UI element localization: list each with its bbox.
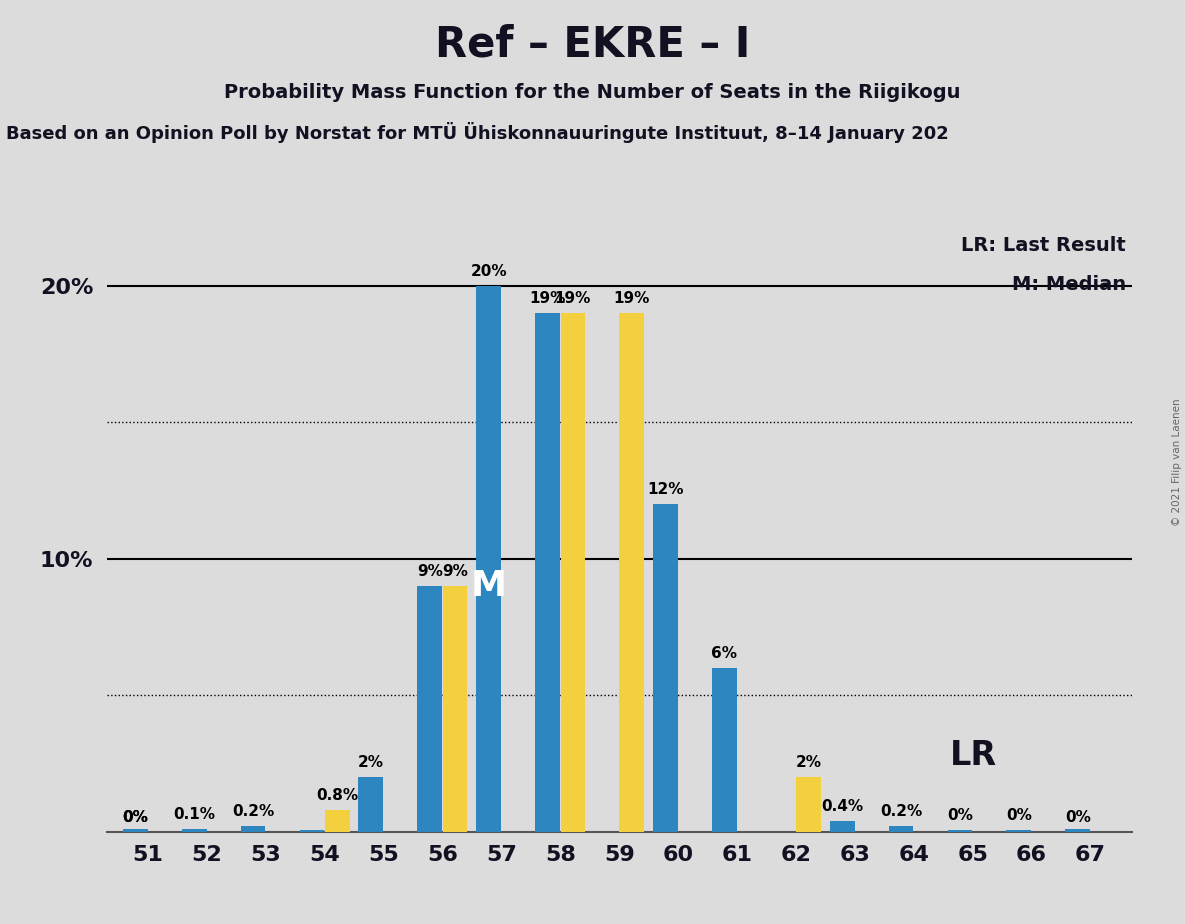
Bar	[1065, 830, 1090, 832]
Bar	[712, 668, 737, 832]
Text: LR: LR	[950, 738, 997, 772]
Bar	[417, 586, 442, 832]
Bar	[123, 830, 148, 832]
Text: 19%: 19%	[555, 291, 591, 306]
Text: M: Median: M: Median	[1012, 274, 1126, 294]
Bar	[889, 826, 914, 832]
Text: 2%: 2%	[795, 755, 821, 771]
Bar	[241, 826, 265, 832]
Bar	[359, 777, 383, 832]
Text: Based on an Opinion Poll by Norstat for MTÜ Ühiskonnauuringute Instituut, 8–14 J: Based on an Opinion Poll by Norstat for …	[6, 122, 949, 143]
Text: 9%: 9%	[442, 564, 468, 579]
Text: LR: Last Result: LR: Last Result	[961, 237, 1126, 255]
Bar	[536, 313, 561, 832]
Bar	[653, 504, 678, 832]
Text: 2%: 2%	[358, 755, 384, 771]
Text: 19%: 19%	[530, 291, 565, 306]
Text: 0%: 0%	[122, 809, 148, 825]
Text: 0.2%: 0.2%	[232, 804, 274, 820]
Bar	[476, 286, 501, 832]
Bar	[1006, 831, 1031, 832]
Bar	[561, 313, 585, 832]
Bar	[181, 829, 206, 832]
Text: 6%: 6%	[711, 646, 737, 661]
Bar	[300, 831, 325, 832]
Text: 0%: 0%	[1006, 808, 1032, 823]
Bar	[443, 586, 467, 832]
Text: 9%: 9%	[417, 564, 443, 579]
Text: 0.2%: 0.2%	[880, 804, 922, 820]
Text: 0%: 0%	[1065, 809, 1090, 825]
Bar	[325, 809, 350, 832]
Text: 0.1%: 0.1%	[173, 807, 216, 822]
Text: © 2021 Filip van Laenen: © 2021 Filip van Laenen	[1172, 398, 1181, 526]
Bar	[620, 313, 645, 832]
Text: 20%: 20%	[470, 263, 507, 279]
Text: M: M	[470, 569, 507, 602]
Bar	[796, 777, 821, 832]
Bar	[948, 831, 973, 832]
Text: 0.4%: 0.4%	[821, 799, 863, 814]
Text: 0%: 0%	[122, 809, 148, 825]
Text: Ref – EKRE – I: Ref – EKRE – I	[435, 23, 750, 65]
Text: 12%: 12%	[647, 482, 684, 497]
Text: 19%: 19%	[614, 291, 651, 306]
Text: Probability Mass Function for the Number of Seats in the Riigikogu: Probability Mass Function for the Number…	[224, 83, 961, 103]
Text: 0%: 0%	[947, 808, 973, 823]
Text: 0.8%: 0.8%	[316, 788, 358, 803]
Bar	[830, 821, 854, 832]
